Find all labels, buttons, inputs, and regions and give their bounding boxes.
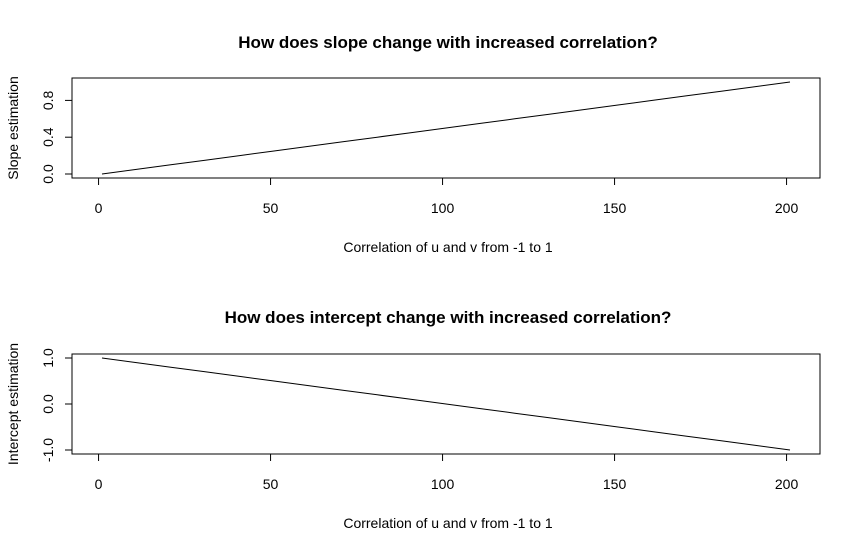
intercept-chart-x-axis: 0 50 100 150 200 xyxy=(95,454,799,492)
slope-x-tick-label: 100 xyxy=(431,200,455,216)
slope-chart-x-axis: 0 50 100 150 200 xyxy=(95,178,799,216)
intercept-x-tick-label: 150 xyxy=(603,476,627,492)
slope-y-tick-label: 0.4 xyxy=(40,127,56,147)
slope-chart-y-axis: 0.0 0.4 0.8 xyxy=(40,90,72,184)
slope-y-tick-label: 0.0 xyxy=(40,164,56,184)
slope-series-line xyxy=(101,81,791,175)
intercept-y-tick-label: 1.0 xyxy=(40,348,56,368)
intercept-y-tick-label: -1.0 xyxy=(40,438,56,462)
slope-chart-xlabel: Correlation of u and v from -1 to 1 xyxy=(343,239,553,255)
slope-chart-ylabel: Slope estimation xyxy=(5,76,21,180)
slope-chart: How does slope change with increased cor… xyxy=(5,33,821,255)
intercept-series-line xyxy=(101,357,791,451)
intercept-chart-xlabel: Correlation of u and v from -1 to 1 xyxy=(343,515,553,531)
intercept-x-tick-label: 50 xyxy=(263,476,279,492)
intercept-x-tick-label: 100 xyxy=(431,476,455,492)
intercept-chart-ylabel: Intercept estimation xyxy=(5,343,21,465)
slope-x-tick-label: 0 xyxy=(95,200,103,216)
slope-x-tick-label: 50 xyxy=(263,200,279,216)
intercept-chart-y-axis: -1.0 0.0 1.0 xyxy=(40,348,72,462)
slope-x-tick-label: 200 xyxy=(775,200,799,216)
slope-y-tick-label: 0.8 xyxy=(40,90,56,110)
intercept-x-tick-label: 200 xyxy=(775,476,799,492)
intercept-y-tick-label: 0.0 xyxy=(40,394,56,414)
slope-chart-title: How does slope change with increased cor… xyxy=(238,33,657,52)
intercept-x-tick-label: 0 xyxy=(95,476,103,492)
intercept-chart-title: How does intercept change with increased… xyxy=(225,308,672,327)
slope-chart-frame xyxy=(71,77,821,179)
intercept-chart: How does intercept change with increased… xyxy=(5,308,821,531)
slope-x-tick-label: 150 xyxy=(603,200,627,216)
